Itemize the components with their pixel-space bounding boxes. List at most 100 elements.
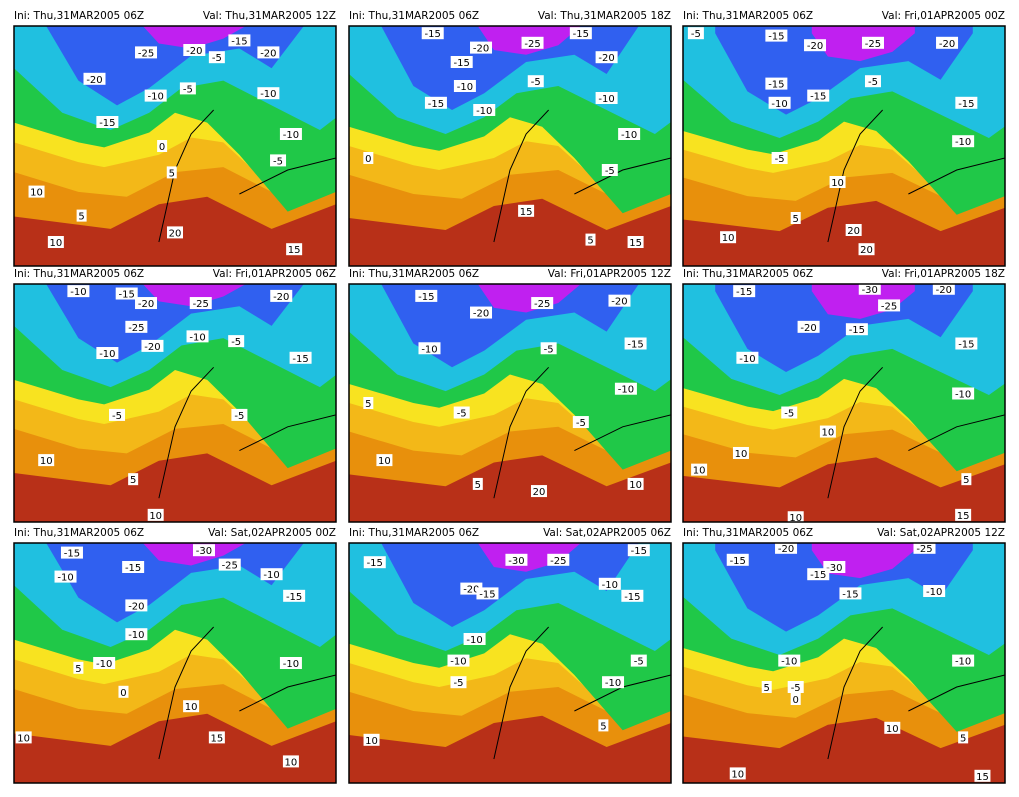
- contour-label: -15: [842, 589, 858, 600]
- label-box: [450, 676, 467, 689]
- label-box: [363, 397, 374, 409]
- label-box: [858, 284, 881, 295]
- contour-label: -10: [283, 130, 299, 141]
- label-box: [282, 755, 299, 768]
- map-frame: [13, 25, 337, 267]
- label-box: [595, 92, 618, 104]
- label-box: [923, 585, 946, 597]
- contour-label: -15: [119, 290, 135, 301]
- contour-label: -10: [618, 385, 634, 396]
- contour-label: 15: [629, 238, 642, 249]
- contour-label: 5: [963, 475, 969, 486]
- label-box: [183, 700, 200, 713]
- map-panel: Ini: Thu,31MAR2005 06Z Val: Thu,31MAR2005…: [13, 10, 337, 267]
- contour-label: -5: [457, 409, 467, 420]
- contour-label: -10: [605, 678, 621, 689]
- label-box: [270, 154, 287, 167]
- label-box: [122, 561, 145, 573]
- contour-label: 5: [75, 664, 81, 675]
- label-box: [569, 27, 592, 40]
- label-box: [527, 75, 544, 88]
- contour-label: -10: [955, 389, 971, 400]
- ini-label: Ini: Thu,31MAR2005 06Z: [349, 527, 479, 539]
- contour-label: -15: [810, 570, 826, 581]
- coastline: [158, 626, 336, 760]
- contour-label: -20: [939, 39, 955, 50]
- map-frame: [348, 542, 672, 784]
- label-box: [257, 46, 280, 59]
- label-box: [864, 75, 881, 88]
- ini-label: Ini: Thu,31MAR2005 06Z: [349, 268, 479, 280]
- label-box: [279, 657, 302, 669]
- contour-label: -20: [144, 342, 160, 353]
- contour-label: -10: [955, 137, 971, 148]
- map-area: -15 -30 -20 -25 -20 -15 -10 -15 -5 -10 10 10 10 5 10 15: [683, 284, 1005, 522]
- contour-label: -30: [826, 563, 842, 574]
- contour-label: -10: [955, 657, 971, 668]
- contour-label: -20: [473, 44, 489, 55]
- contour-label: 0: [365, 154, 371, 165]
- map-panel: Ini: Thu,31MAR2005 06Z Val: Fri,01APR2005…: [13, 268, 337, 523]
- val-label: Val: Sat,02APR2005 00Z: [208, 527, 336, 539]
- label-box: [531, 297, 554, 310]
- label-box: [38, 454, 55, 467]
- contour-label: -20: [273, 292, 289, 303]
- map-area: -10 -15-20 -25-20-25-20-10 -5-10 -15-5 -51051…: [14, 284, 336, 522]
- label-box: [208, 51, 225, 64]
- label-box: [208, 731, 225, 744]
- label-box: [765, 29, 788, 42]
- label-box: [768, 96, 791, 109]
- map-frame: [13, 283, 337, 523]
- contour-label: -15: [231, 36, 247, 47]
- contour-label: -10: [189, 332, 205, 343]
- contour-label: -20: [260, 48, 276, 59]
- val-label: Val: Sat,02APR2005 06Z: [543, 527, 671, 539]
- contour-label: 10: [285, 757, 298, 768]
- contour-label: -25: [222, 561, 238, 572]
- label-box: [144, 89, 167, 102]
- contour-label: -10: [450, 657, 466, 668]
- label-box: [260, 568, 283, 581]
- contour-label: -15: [125, 563, 141, 574]
- contour-label: 15: [288, 245, 301, 256]
- val-label: Val: Fri,01APR2005 00Z: [882, 10, 1005, 22]
- map-area: -15 -20 -25 -20 -10 -5 -15 -5 -5 -10 5 10 5 20 10: [349, 284, 671, 522]
- coastline: [158, 109, 336, 243]
- contour-label: 5: [365, 399, 371, 410]
- contour-label: 10: [49, 238, 62, 249]
- contour-label: -10: [466, 635, 482, 646]
- contour-label: -5: [868, 77, 878, 88]
- contour-label: -5: [112, 411, 122, 422]
- contour-label: -25: [881, 301, 897, 312]
- label-box: [627, 236, 644, 248]
- label-box: [279, 128, 302, 140]
- contour-label: -15: [479, 589, 495, 600]
- coastline: [827, 626, 1005, 760]
- label-box: [878, 299, 901, 312]
- contour-label: -10: [260, 89, 276, 100]
- ini-label: Ini: Thu,31MAR2005 06Z: [683, 268, 813, 280]
- label-box: [231, 408, 248, 421]
- contour-label: 10: [693, 466, 706, 477]
- label-box: [861, 36, 884, 49]
- contour-label: -30: [196, 546, 212, 557]
- label-box: [447, 654, 470, 667]
- label-box: [761, 681, 772, 693]
- label-box: [790, 212, 801, 224]
- label-box: [521, 36, 544, 49]
- contour-label: -10: [476, 106, 492, 117]
- contour-label: 15: [957, 511, 970, 522]
- band: [381, 26, 639, 110]
- contour-label: -5: [183, 84, 193, 95]
- label-box: [781, 406, 798, 419]
- contour-label: -20: [611, 297, 627, 308]
- label-box: [595, 51, 618, 64]
- contour-label: 0: [159, 142, 165, 153]
- contour-label: -10: [421, 344, 437, 355]
- label-box: [166, 166, 177, 179]
- contour-label: -5: [531, 77, 541, 88]
- contour-label: -25: [865, 39, 881, 50]
- label-box: [936, 36, 959, 49]
- contour-label: -20: [807, 41, 823, 52]
- band: [381, 543, 639, 627]
